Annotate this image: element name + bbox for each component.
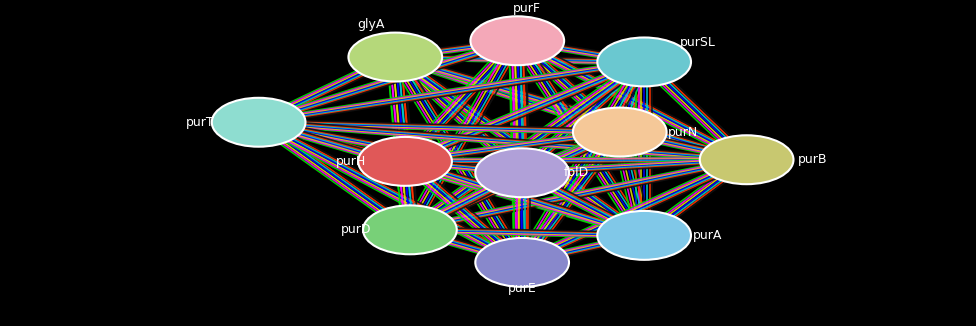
Ellipse shape xyxy=(212,98,305,147)
Text: purH: purH xyxy=(337,155,366,168)
Text: glyA: glyA xyxy=(357,18,385,31)
Ellipse shape xyxy=(470,16,564,65)
Text: purD: purD xyxy=(341,223,372,236)
Ellipse shape xyxy=(597,211,691,260)
Text: purE: purE xyxy=(508,282,537,295)
Ellipse shape xyxy=(363,205,457,254)
Text: purN: purN xyxy=(669,126,698,139)
Ellipse shape xyxy=(573,108,667,156)
Text: purT: purT xyxy=(185,116,215,129)
Text: purA: purA xyxy=(693,229,722,242)
Text: folD: folD xyxy=(563,166,589,179)
Text: purF: purF xyxy=(513,2,541,15)
Text: purB: purB xyxy=(798,153,828,166)
Ellipse shape xyxy=(475,238,569,287)
Ellipse shape xyxy=(475,148,569,197)
Ellipse shape xyxy=(358,137,452,186)
Ellipse shape xyxy=(348,33,442,82)
Text: purSL: purSL xyxy=(680,36,715,49)
Ellipse shape xyxy=(700,135,793,184)
Ellipse shape xyxy=(597,37,691,86)
